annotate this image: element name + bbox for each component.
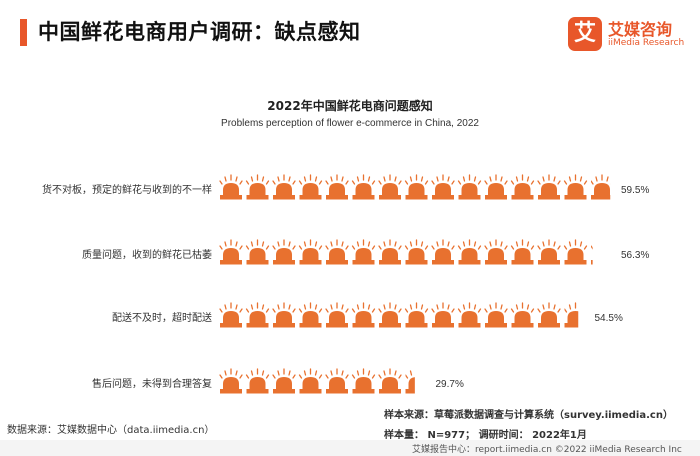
- category-label: 售后问题，未得到合理答复: [92, 377, 212, 390]
- value-label: 54.5%: [595, 313, 623, 324]
- value-label: 59.5%: [621, 185, 649, 196]
- logo-mark-icon: 艾: [568, 17, 602, 51]
- logo-name-cn: 艾媒咨询: [608, 20, 673, 39]
- data-source: 数据来源：艾媒数据中心（data.iimedia.cn）: [7, 425, 215, 436]
- siren-alarm-icon: [484, 302, 508, 328]
- category-label: 配送不及时，超时配送: [112, 311, 212, 324]
- siren-alarm-icon: [272, 174, 296, 200]
- siren-alarm-icon: [510, 174, 535, 200]
- siren-alarm-icon: [219, 302, 243, 328]
- siren-alarm-icon: [591, 174, 611, 200]
- siren-alarm-icon: [245, 302, 270, 328]
- siren-alarm-icon: [298, 239, 323, 265]
- siren-alarm-icon: [484, 239, 508, 265]
- siren-alarm-icon: [245, 239, 270, 265]
- siren-alarm-icon: [298, 302, 323, 328]
- siren-alarm-icon: [298, 368, 323, 394]
- value-label: 29.7%: [436, 379, 464, 390]
- title-accent-bar: [20, 19, 27, 46]
- logo-name-en: iiMedia Research: [608, 38, 685, 48]
- siren-alarm-icon: [404, 302, 429, 328]
- siren-alarm-icon: [537, 239, 561, 265]
- siren-alarm-icon: [219, 239, 243, 265]
- siren-alarm-icon: [510, 239, 535, 265]
- siren-alarm-icon: [404, 239, 429, 265]
- siren-alarm-icon: [431, 302, 455, 328]
- siren-alarm-icon: [564, 302, 579, 328]
- siren-alarm-icon: [298, 174, 323, 200]
- siren-alarm-icon: [378, 302, 402, 328]
- siren-alarm-icon: [563, 174, 588, 200]
- siren-alarm-icon: [378, 368, 402, 394]
- value-label: 56.3%: [621, 250, 649, 261]
- siren-alarm-icon: [484, 174, 508, 200]
- siren-alarm-icon: [378, 174, 402, 200]
- siren-alarm-icon: [245, 174, 270, 200]
- siren-alarm-icon: [591, 245, 593, 265]
- siren-alarm-icon: [351, 368, 376, 394]
- category-label: 货不对板，预定的鲜花与收到的不一样: [42, 183, 212, 196]
- siren-alarm-icon: [378, 239, 402, 265]
- siren-alarm-icon: [351, 174, 376, 200]
- category-label: 质量问题，收到的鲜花已枯萎: [82, 248, 212, 261]
- siren-alarm-icon: [219, 174, 243, 200]
- siren-alarm-icon: [457, 302, 482, 328]
- siren-alarm-icon: [431, 174, 455, 200]
- siren-alarm-icon: [325, 174, 349, 200]
- page-title: 中国鲜花电商用户调研：缺点感知: [38, 20, 361, 44]
- siren-alarm-icon: [351, 302, 376, 328]
- siren-alarm-icon: [219, 368, 243, 394]
- siren-alarm-icon: [325, 239, 349, 265]
- brand-logo: 艾 艾媒咨询 iiMedia Research: [568, 14, 692, 58]
- chart-subtitle: Problems perception of flower e-commerce…: [221, 118, 479, 129]
- siren-alarm-icon: [457, 239, 482, 265]
- sample-size: 样本量： N=977； 调研时间： 2022年1月: [384, 430, 587, 441]
- siren-alarm-icon: [510, 302, 535, 328]
- siren-alarm-icon: [245, 368, 270, 394]
- siren-alarm-icon: [404, 174, 429, 200]
- sample-source: 样本来源：草莓派数据调查与计算系统（survey.iimedia.cn）: [384, 410, 673, 421]
- report-center: 艾媒报告中心：report.iimedia.cn ©2022 iiMedia R…: [412, 445, 682, 455]
- chart-title: 2022年中国鲜花电商问题感知: [267, 99, 433, 113]
- siren-alarm-icon: [272, 302, 296, 328]
- siren-alarm-icon: [537, 174, 561, 200]
- siren-alarm-icon: [351, 239, 376, 265]
- siren-alarm-icon: [457, 174, 482, 200]
- footer-bar: [0, 440, 700, 456]
- siren-alarm-icon: [325, 302, 349, 328]
- siren-alarm-icon: [272, 368, 296, 394]
- siren-alarm-icon: [431, 239, 455, 265]
- siren-alarm-icon: [272, 239, 296, 265]
- siren-alarm-icon: [325, 368, 349, 394]
- siren-alarm-icon: [563, 239, 588, 265]
- siren-alarm-icon: [537, 302, 561, 328]
- siren-alarm-icon: [405, 370, 415, 394]
